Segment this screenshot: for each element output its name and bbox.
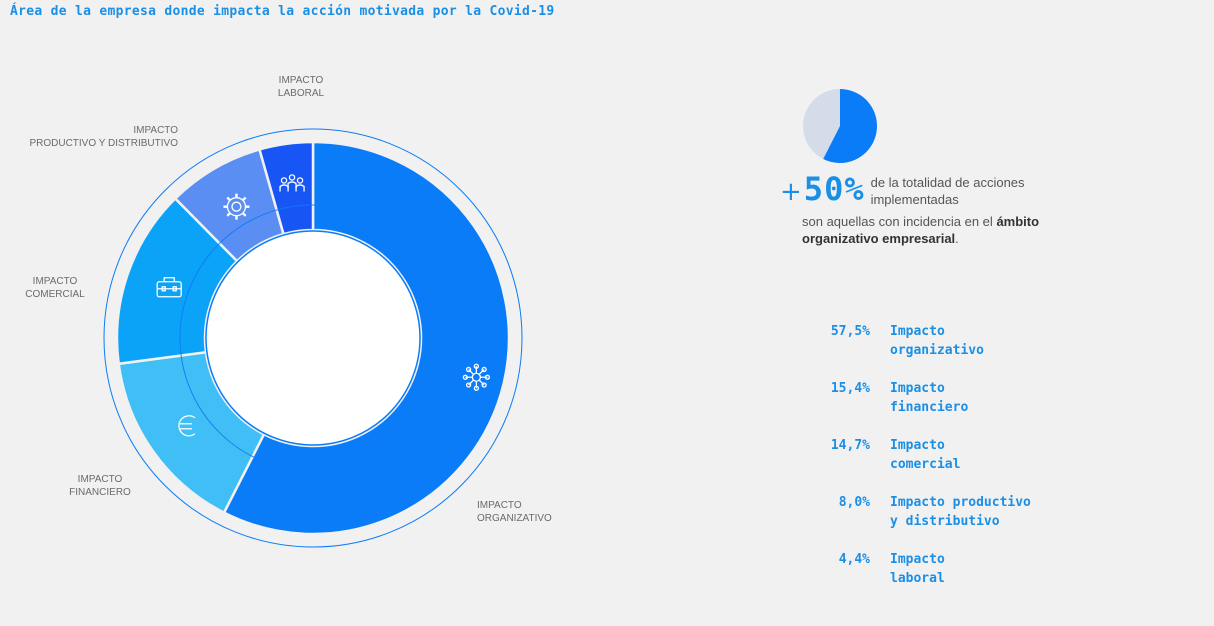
legend-row-laboral: 4,4% Impacto laboral [808, 550, 1090, 588]
legend-value: 15,4% [830, 381, 870, 396]
slice-impacto-laboral [257, 140, 315, 236]
slice-label-impacto-financiero: IMPACTO FINANCIERO [69, 474, 131, 498]
legend-value: 57,5% [830, 324, 870, 339]
legend-value: 4,4% [838, 552, 870, 567]
legend-label: Impacto financiero [890, 381, 969, 415]
highlight-text-b: son aquellas con incidencia en el [802, 214, 993, 229]
highlight-block: +50% de la totalidad de acciones impleme… [780, 172, 1052, 247]
euro-icon [178, 415, 196, 437]
legend-row-financiero: 15,4% Impacto financiero [808, 379, 1090, 417]
legend-label: Impacto productivo y distributivo [890, 495, 1031, 529]
legend-row-comercial: 14,7% Impacto comercial [808, 436, 1090, 474]
outer-ring [103, 128, 523, 548]
legend: 57,5% Impacto organizativo 15,4% Impacto… [808, 322, 1090, 607]
mini-pie-chart [803, 89, 877, 163]
donut-chart: IMPACTO ORGANIZATIVO IMPACTO FINANCIERO IMPA… [25, 75, 552, 548]
chart-title: Área de la empresa donde impacta la acci… [10, 4, 555, 19]
inner-accent-ring [179, 204, 447, 472]
legend-value: 14,7% [830, 438, 870, 453]
legend-label: Impacto laboral [890, 552, 945, 586]
highlight-plus: + [780, 177, 802, 207]
people-icon [279, 174, 305, 192]
gear-icon [223, 193, 250, 220]
slice-label-impacto-comercial: IMPACTO COMERCIAL [25, 276, 85, 300]
legend-value: 8,0% [838, 495, 870, 510]
slice-label-impacto-productivo-y-distributivo: IMPACTO PRODUCTIVO Y DISTRIBUTIVO [29, 125, 178, 149]
donut-hole [205, 230, 421, 446]
mini-pie-organizativo [823, 89, 877, 163]
highlight-text-a: de la totalidad de acciones implementada… [870, 175, 1025, 207]
slice-label-impacto-laboral: IMPACTO LABORAL [278, 75, 325, 99]
highlight-text-end: . [955, 231, 959, 246]
legend-row-organizativo: 57,5% Impacto organizativo [808, 322, 1090, 360]
highlight-text-bold: ámbito organizativo empresarial [802, 214, 1040, 246]
highlight-value: 50% [803, 170, 865, 208]
legend-label: Impacto comercial [890, 438, 961, 472]
legend-row-productivo: 8,0% Impacto productivo y distributivo [808, 493, 1090, 531]
slice-label-impacto-organizativo: IMPACTO ORGANIZATIVO [477, 500, 552, 524]
legend-label: Impacto organizativo [890, 324, 984, 358]
slice-impacto-organizativo [222, 140, 511, 536]
briefcase-icon [156, 277, 182, 298]
network-icon [462, 363, 491, 391]
